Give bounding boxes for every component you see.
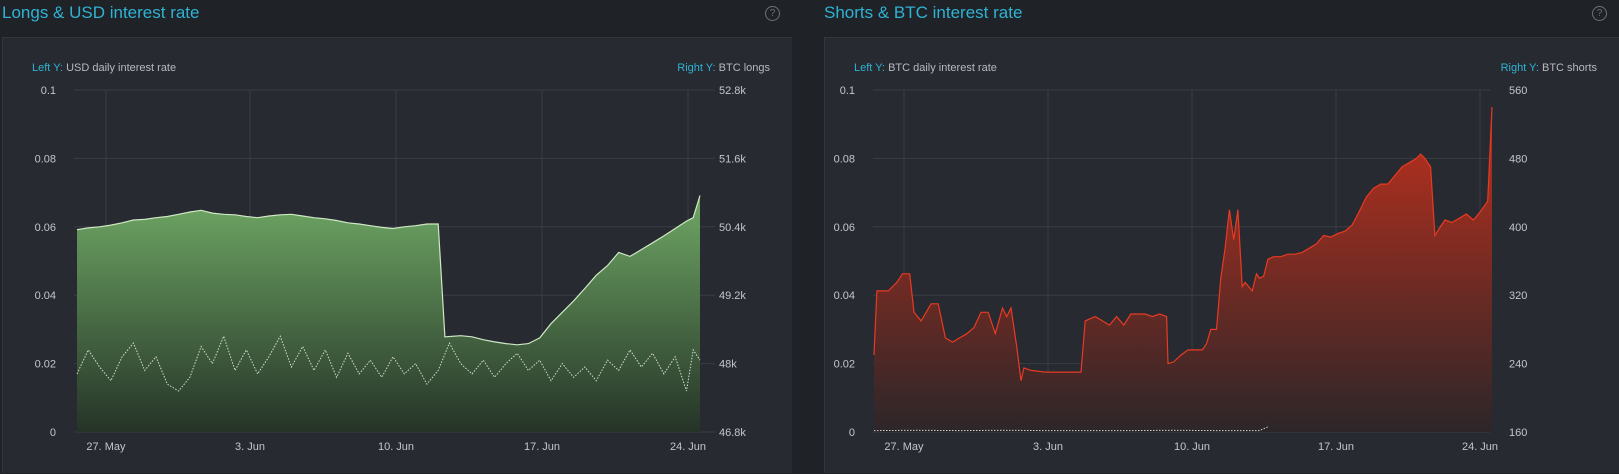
right-axis-name: BTC longs: [718, 62, 770, 74]
x-tick-label: 17. Jun: [524, 441, 560, 453]
chart-card: Left Y: USD daily interest rate Right Y:…: [2, 37, 792, 473]
right-y-tick-label: 560: [1509, 85, 1527, 97]
left-axis-caption: Left Y: USD daily interest rate: [32, 62, 176, 74]
x-tick-label: 17. Jun: [1318, 441, 1354, 453]
x-tick-label: 10. Jun: [378, 441, 414, 453]
right-axis-key: Right Y:: [1500, 62, 1539, 74]
right-y-tick-label: 48k: [719, 359, 737, 371]
left-y-tick-label: 0.06: [834, 222, 855, 234]
panel-title: Shorts & BTC interest rate: [824, 3, 1023, 22]
left-y-tick-label: 0.08: [35, 153, 56, 165]
left-y-tick-label: 0: [50, 427, 56, 439]
x-tick-label: 3. Jun: [235, 441, 265, 453]
x-tick-label: 27. May: [86, 441, 126, 453]
left-y-tick-label: 0.04: [35, 290, 56, 302]
left-y-tick-label: 0.08: [834, 153, 855, 165]
longs-chart: 0 46.8k 0.02 48k 0.04 49.2k 0.06 50.4k 0.08 51.6k…: [35, 85, 747, 453]
x-tick-label: 10. Jun: [1174, 441, 1210, 453]
right-y-tick-label: 480: [1509, 153, 1527, 165]
left-y-tick-label: 0.02: [834, 359, 855, 371]
series-dotted-usd-daily-interest-rate: [76, 334, 701, 392]
right-y-tick-label: 51.6k: [719, 153, 746, 165]
right-y-tick-label: 52.8k: [719, 85, 746, 97]
right-y-tick-label: 50.4k: [719, 222, 746, 234]
shorts-panel: Shorts & BTC interest rate ? Left Y: BTC…: [822, 0, 1619, 473]
chart-card: Left Y: BTC daily interest rate Right Y:…: [824, 37, 1619, 473]
left-y-tick-label: 0.06: [35, 222, 56, 234]
x-tick-label: 27. May: [884, 441, 924, 453]
series-line-btc-shorts: [873, 107, 1493, 381]
right-y-tick-label: 49.2k: [719, 290, 746, 302]
left-y-tick-label: 0.1: [840, 85, 855, 97]
left-y-tick-label: 0.1: [41, 85, 56, 97]
longs-panel: Longs & USD interest rate ? Left Y: USD …: [0, 0, 792, 473]
x-tick-label: 3. Jun: [1033, 441, 1063, 453]
left-axis-name: USD daily interest rate: [66, 62, 177, 74]
left-y-tick-label: 0: [849, 427, 855, 439]
left-y-tick-label: 0.04: [834, 290, 855, 302]
right-y-tick-label: 400: [1509, 222, 1527, 234]
left-axis-key: Left Y:: [32, 62, 63, 74]
left-y-tick-label: 0.02: [35, 359, 56, 371]
left-axis-key: Left Y:: [854, 62, 885, 74]
left-axis-caption: Left Y: BTC daily interest rate: [854, 62, 997, 74]
series-dotted-btc-daily-interest-rate: [873, 426, 1269, 432]
x-tick-label: 24. Jun: [1462, 441, 1498, 453]
right-axis-caption: Right Y: BTC longs: [677, 62, 770, 74]
right-y-tick-label: 320: [1509, 290, 1527, 302]
left-axis-name: BTC daily interest rate: [888, 62, 997, 74]
shorts-chart: 0 160 0.02 240 0.04 320 0.06 400 0.08 480 0.1 560 27…: [834, 85, 1528, 453]
right-axis-key: Right Y:: [677, 62, 716, 74]
right-y-tick-label: 46.8k: [719, 427, 746, 439]
right-axis-name: BTC shorts: [1541, 62, 1597, 74]
right-y-tick-label: 160: [1509, 427, 1527, 439]
question-circle-icon[interactable]: ?: [1592, 6, 1607, 21]
x-tick-label: 24. Jun: [670, 441, 706, 453]
series-line-btc-longs: [76, 195, 701, 346]
panel-title: Longs & USD interest rate: [2, 3, 200, 22]
right-y-tick-label: 240: [1509, 359, 1527, 371]
area-fill-btc-shorts: [874, 107, 1492, 432]
right-axis-caption: Right Y: BTC shorts: [1501, 62, 1597, 74]
question-circle-icon[interactable]: ?: [765, 6, 780, 21]
area-fill-btc-longs: [77, 195, 700, 432]
